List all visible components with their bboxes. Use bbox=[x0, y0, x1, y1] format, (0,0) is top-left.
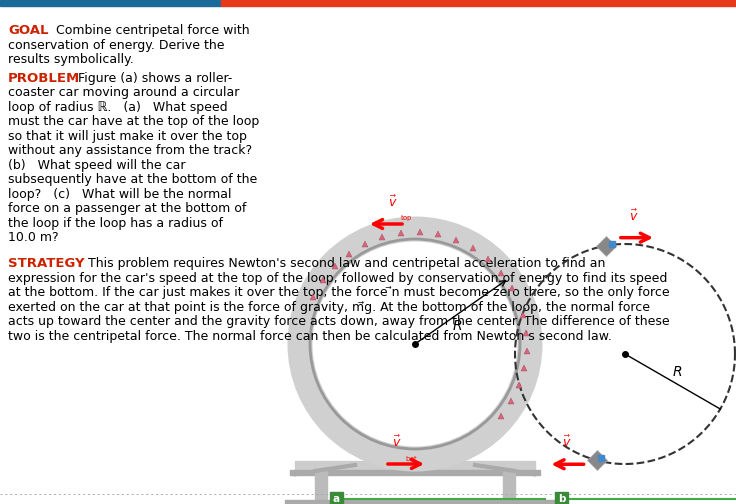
FancyBboxPatch shape bbox=[555, 492, 568, 504]
Text: two is the centripetal force. The normal force can then be calculated from Newto: two is the centripetal force. The normal… bbox=[8, 330, 612, 343]
Text: acts up toward the center and the gravity force acts down, away from the center.: acts up toward the center and the gravit… bbox=[8, 316, 670, 329]
Text: GOAL: GOAL bbox=[8, 24, 49, 37]
Text: loop?   (c)   What will be the normal: loop? (c) What will be the normal bbox=[8, 188, 232, 201]
Bar bbox=[503, 471, 515, 501]
Text: PROBLEM: PROBLEM bbox=[8, 72, 80, 85]
FancyBboxPatch shape bbox=[330, 492, 343, 504]
Text: expression for the car's speed at the top of the loop, followed by conservation : expression for the car's speed at the to… bbox=[8, 272, 668, 285]
Text: $\vec{v}$: $\vec{v}$ bbox=[562, 435, 571, 450]
Text: $_\mathrm{top}$: $_\mathrm{top}$ bbox=[400, 214, 413, 224]
Text: $R$: $R$ bbox=[452, 319, 462, 333]
Text: STRATEGY: STRATEGY bbox=[8, 258, 85, 271]
Text: $\vec{v}$: $\vec{v}$ bbox=[388, 195, 397, 210]
Text: loop of radius ℝ.   (a)   What speed: loop of radius ℝ. (a) What speed bbox=[8, 101, 227, 114]
Text: Combine centripetal force with: Combine centripetal force with bbox=[48, 24, 250, 37]
Text: the loop if the loop has a radius of: the loop if the loop has a radius of bbox=[8, 217, 223, 230]
Text: without any assistance from the track?: without any assistance from the track? bbox=[8, 144, 252, 157]
Bar bbox=[221, 0, 736, 6]
Text: must the car have at the top of the loop: must the car have at the top of the loop bbox=[8, 115, 259, 129]
Text: 10.0 m?: 10.0 m? bbox=[8, 231, 59, 244]
Text: so that it will just make it over the top: so that it will just make it over the to… bbox=[8, 130, 247, 143]
Text: exerted on the car at that point is the force of gravity, m⃗g. At the bottom of : exerted on the car at that point is the … bbox=[8, 301, 650, 314]
Text: conservation of energy. Derive the: conservation of energy. Derive the bbox=[8, 38, 224, 51]
Text: results symbolically.: results symbolically. bbox=[8, 53, 134, 66]
Text: a: a bbox=[333, 493, 340, 503]
Text: $\vec{v}$: $\vec{v}$ bbox=[629, 209, 639, 224]
Text: $R$: $R$ bbox=[672, 365, 682, 379]
Text: (b)   What speed will the car: (b) What speed will the car bbox=[8, 159, 185, 172]
Text: $\vec{v}$: $\vec{v}$ bbox=[392, 435, 402, 450]
Text: Figure (a) shows a roller-: Figure (a) shows a roller- bbox=[70, 72, 233, 85]
Bar bbox=[0, 0, 221, 6]
Text: force on a passenger at the bottom of: force on a passenger at the bottom of bbox=[8, 202, 247, 215]
Text: This problem requires Newton's second law and centripetal acceleration to find a: This problem requires Newton's second la… bbox=[80, 258, 606, 271]
Text: $_\mathrm{bot}$: $_\mathrm{bot}$ bbox=[405, 454, 418, 464]
Text: coaster car moving around a circular: coaster car moving around a circular bbox=[8, 86, 239, 99]
Bar bbox=[290, 470, 540, 475]
Text: b: b bbox=[558, 493, 565, 503]
Text: at the bottom. If the car just makes it over the top, the force ⃗n must become z: at the bottom. If the car just makes it … bbox=[8, 286, 670, 299]
Bar bbox=[285, 500, 555, 504]
Text: subsequently have at the bottom of the: subsequently have at the bottom of the bbox=[8, 173, 258, 186]
Bar bbox=[295, 461, 535, 471]
Bar bbox=[315, 471, 327, 501]
